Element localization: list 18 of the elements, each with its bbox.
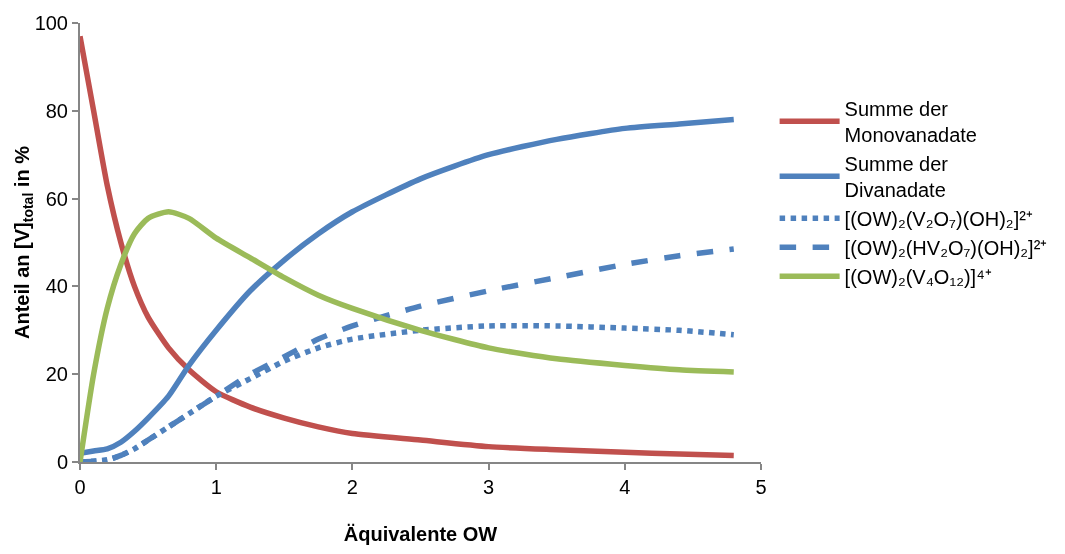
legend-label: [(OW)₂(V₂O₇)(OH)₂]²⁺ — [844, 208, 1033, 231]
y-tick-label: 60 — [45, 187, 68, 210]
legend-label: [(OW)₂(HV₂O₇)(OH)₂]²⁺ — [844, 237, 1048, 260]
y-tick-label: 20 — [45, 363, 68, 386]
y-tick-label: 0 — [56, 451, 68, 473]
x-tick-label: 2 — [346, 476, 358, 498]
y-tick-label: 40 — [45, 275, 68, 298]
x-tick-label: 0 — [74, 476, 86, 498]
y-tick-label: 100 — [34, 12, 68, 34]
y-tick-label: 80 — [45, 99, 68, 122]
x-axis-title: Äquivalente OW — [343, 523, 498, 545]
x-tick-label: 1 — [210, 476, 222, 498]
x-tick-label: 5 — [755, 476, 767, 498]
legend-label: Summe der Divanadate — [844, 153, 949, 202]
x-tick-label: 3 — [483, 476, 495, 498]
x-tick-label: 4 — [619, 476, 631, 498]
legend-label: Summe der Monovanadate — [844, 98, 977, 147]
legend-label: [(OW)₂(V₄O₁₂)]⁴⁺ — [844, 266, 992, 289]
